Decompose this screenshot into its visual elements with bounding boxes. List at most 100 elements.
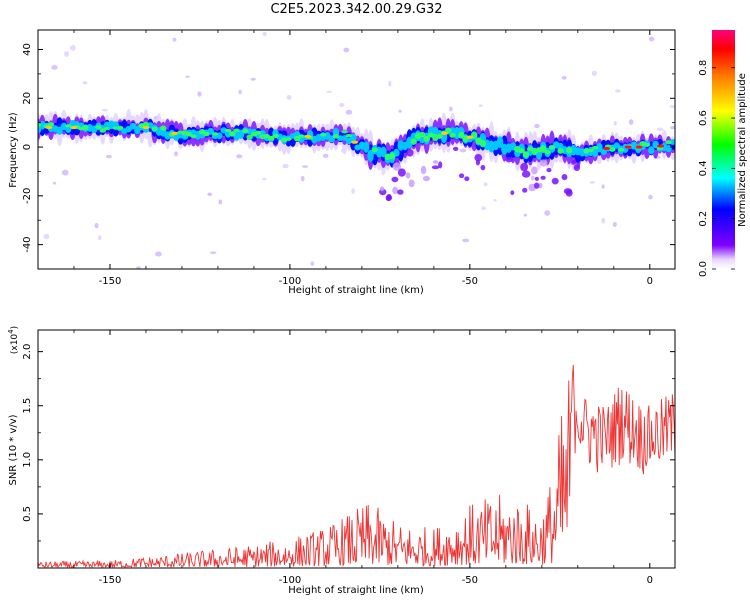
heatmap-blob: [540, 175, 546, 180]
heatmap-cell: [445, 127, 452, 134]
heatmap-speckle: [155, 251, 162, 257]
heatmap-cell: [410, 138, 417, 145]
x-tick-label: 0: [647, 276, 653, 287]
snr-x-ticks: -150 -100 -50 0: [37, 330, 653, 586]
heatmap-cell: [229, 131, 236, 137]
y-tick-label: 0: [22, 144, 33, 150]
heatmap-cell: [341, 130, 348, 134]
heatmap-cell: [565, 147, 573, 154]
heatmap-blob: [464, 176, 470, 182]
heatmap-cell: [151, 126, 158, 131]
heatmap-cell: [95, 125, 102, 130]
heatmap-cell: [363, 141, 370, 153]
heatmap-blob: [573, 164, 581, 172]
snr-panel: -150 -100 -50 0 0.5 1.0 1.5 2.0 Height of stra…: [7, 326, 676, 596]
heatmap-cell: [259, 130, 266, 136]
heatmap-cell: [345, 133, 353, 138]
heatmap-cell: [479, 140, 487, 148]
heatmap-speckle: [94, 222, 99, 229]
colorbar-gradient: [712, 30, 735, 269]
heatmap-cell: [142, 121, 150, 128]
heatmap-blob: [431, 165, 440, 170]
spectrogram-y-label: Frequency (Hz): [8, 112, 19, 188]
heatmap-blob: [546, 167, 552, 173]
heatmap-blob: [438, 161, 443, 169]
heatmap-cell: [103, 127, 111, 131]
heatmap-speckle: [669, 105, 675, 108]
heatmap-speckle: [481, 206, 486, 211]
heatmap-speckle: [388, 80, 392, 87]
heatmap-speckle: [51, 65, 58, 70]
heatmap-blob: [391, 176, 399, 183]
heatmap-speckle: [262, 31, 267, 37]
heatmap-blob: [474, 153, 483, 162]
heatmap-cell: [665, 145, 672, 153]
heatmap-speckle: [656, 127, 664, 132]
x-tick-label: -100: [279, 575, 302, 586]
heatmap-speckle: [339, 103, 345, 108]
heatmap-speckle: [136, 266, 141, 269]
heatmap-speckle: [615, 89, 621, 93]
heatmap-speckle: [459, 148, 467, 153]
heatmap-peak: [351, 140, 359, 144]
heatmap-cell: [56, 126, 63, 135]
spectrogram-panel: -150 -100 -50 0 -40 -20 0 20 40 Height of strai…: [8, 29, 676, 296]
heatmap-cell: [600, 148, 607, 156]
colorbar-ticks: 0.0 0.2 0.4 0.6 0.8: [698, 60, 735, 277]
heatmap-speckle: [286, 94, 292, 100]
heatmap-cell: [285, 137, 292, 141]
heatmap-speckle: [612, 221, 617, 227]
x-tick-label: -150: [99, 276, 122, 287]
heatmap-cell: [591, 145, 599, 150]
heatmap-speckle: [236, 154, 243, 159]
heatmap-blob: [452, 146, 459, 151]
heatmap-cell: [423, 135, 430, 142]
y-tick-label: 40: [22, 43, 33, 56]
heatmap-cell: [224, 128, 232, 133]
heatmap-peak: [142, 125, 150, 130]
heatmap-speckle: [207, 192, 213, 197]
heatmap-blob: [480, 164, 486, 171]
heatmap-speckle: [322, 153, 329, 158]
x-tick-label: -150: [99, 575, 122, 586]
heatmap-blob: [539, 159, 548, 167]
heatmap-speckle: [172, 37, 177, 42]
heatmap-blob: [522, 187, 528, 193]
heatmap-peak: [635, 145, 643, 149]
heatmap-blob: [534, 182, 540, 189]
heatmap-speckle: [101, 108, 108, 112]
snr-y-multiplier: (x104): [7, 326, 20, 354]
spectrogram-x-ticks: -150 -100 -50 0: [37, 30, 653, 287]
heatmap-cell: [116, 125, 124, 130]
heatmap-cell: [596, 142, 603, 153]
snr-plot-area: [38, 330, 675, 568]
heatmap-blob: [432, 160, 439, 164]
snr-y-label: SNR (10 * v/v): [8, 414, 19, 485]
heatmap-speckle: [70, 45, 76, 51]
colorbar: 0.0 0.2 0.4 0.6 0.8 Normalized spectral ampl…: [698, 30, 748, 277]
heatmap-cell: [617, 147, 625, 152]
heatmap-cell: [255, 130, 262, 135]
heatmap-peak: [70, 125, 78, 130]
heatmap-blob: [505, 156, 513, 163]
heatmap-blob: [392, 186, 399, 195]
colorbar-tick-label: 0.0: [698, 261, 709, 277]
heatmap-speckle: [398, 109, 402, 113]
heatmap-speckle: [250, 77, 256, 81]
heatmap-speckle: [343, 47, 350, 53]
heatmap-speckle: [493, 198, 497, 202]
heatmap-blob: [458, 173, 465, 179]
heatmap-blob: [521, 170, 531, 178]
colorbar-tick-label: 0.4: [698, 160, 709, 176]
heatmap-blob: [565, 189, 573, 197]
snr-series-line: [38, 364, 675, 568]
heatmap-peak: [657, 144, 665, 148]
heatmap-blob: [538, 182, 543, 189]
heatmap-cell: [449, 132, 456, 138]
heatmap-peak: [171, 131, 179, 136]
heatmap-cell: [190, 134, 197, 138]
heatmap-cell: [648, 146, 655, 155]
heatmap-speckle: [530, 175, 535, 181]
heatmap-speckle: [534, 123, 540, 129]
x-tick-label: -50: [462, 276, 478, 287]
